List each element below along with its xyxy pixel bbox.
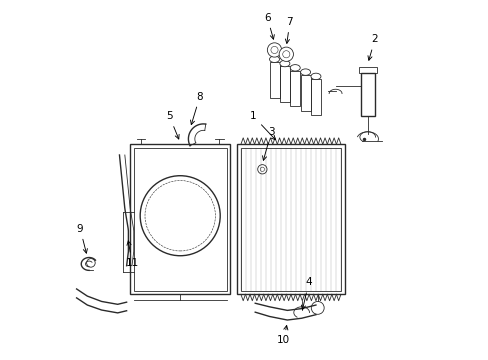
Ellipse shape xyxy=(310,73,320,80)
Ellipse shape xyxy=(290,64,300,71)
Text: 3: 3 xyxy=(262,127,274,160)
Bar xyxy=(279,66,289,102)
Text: 11: 11 xyxy=(125,241,138,268)
Circle shape xyxy=(267,43,281,57)
Bar xyxy=(300,75,310,111)
Circle shape xyxy=(257,165,266,174)
Text: 1: 1 xyxy=(249,111,275,140)
Text: 8: 8 xyxy=(190,92,203,125)
Bar xyxy=(360,73,374,116)
Bar xyxy=(310,79,320,115)
Text: 7: 7 xyxy=(285,17,293,43)
Text: 6: 6 xyxy=(264,13,274,39)
Bar xyxy=(358,67,376,73)
Ellipse shape xyxy=(279,60,289,67)
Text: 5: 5 xyxy=(166,111,179,139)
Bar xyxy=(134,148,226,291)
Ellipse shape xyxy=(300,69,310,75)
Circle shape xyxy=(311,301,324,314)
Bar xyxy=(130,144,230,294)
Bar xyxy=(237,144,344,294)
Ellipse shape xyxy=(269,56,279,63)
Circle shape xyxy=(279,47,293,62)
Bar xyxy=(269,62,279,98)
Text: 4: 4 xyxy=(301,278,311,310)
Bar xyxy=(241,148,340,291)
Text: 9: 9 xyxy=(77,224,87,253)
Text: 10: 10 xyxy=(277,325,290,345)
Text: 2: 2 xyxy=(367,35,377,60)
Bar xyxy=(290,71,300,107)
Circle shape xyxy=(140,176,220,256)
